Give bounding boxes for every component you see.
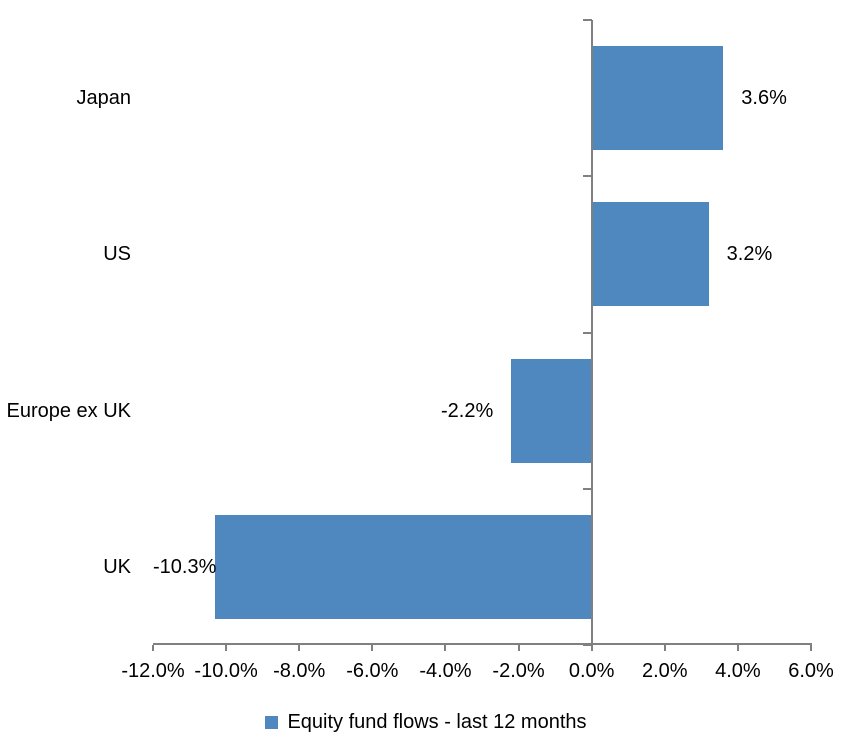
legend: Equity fund flows - last 12 months <box>0 708 852 736</box>
value-label-us: 3.2% <box>726 243 773 266</box>
x-axis-tick <box>663 645 666 651</box>
category-label-uk: UK <box>103 555 131 578</box>
value-label-europe-ex-uk: -2.2% <box>441 399 494 422</box>
category-label-us: US <box>103 243 131 266</box>
y-axis-tick <box>582 331 592 334</box>
bar-japan <box>591 46 724 151</box>
x-axis-tick-label: -4.0% <box>419 660 472 682</box>
x-axis-tick-label: -12.0% <box>121 660 185 682</box>
category-label-japan: Japan <box>76 87 132 110</box>
value-label-uk: -10.3% <box>153 555 217 578</box>
x-axis-tick <box>810 645 812 651</box>
y-axis-tick <box>582 644 592 646</box>
x-axis-tick <box>152 645 154 651</box>
x-axis-tick-label: -2.0% <box>492 660 545 682</box>
x-axis-tick <box>298 645 301 651</box>
x-axis-tick <box>225 645 228 651</box>
bar-us <box>591 202 709 307</box>
x-axis-tick-label: -8.0% <box>273 660 326 682</box>
category-label-europe-ex-uk: Europe ex UK <box>6 399 131 422</box>
x-axis-tick-label: 0.0% <box>568 660 615 682</box>
x-axis-tick-label: 4.0% <box>715 660 761 682</box>
x-axis-line <box>153 643 812 645</box>
x-axis-tick <box>590 645 593 651</box>
x-axis-tick <box>444 645 447 651</box>
x-axis-tick <box>517 645 520 651</box>
y-axis-tick <box>582 487 592 490</box>
legend-series-label: Equity fund flows - last 12 months <box>287 711 587 733</box>
x-axis-tick-label: -10.0% <box>194 660 258 682</box>
x-axis-tick-label: -6.0% <box>346 660 399 682</box>
y-axis-tick <box>582 175 592 178</box>
x-axis-tick-label: 2.0% <box>641 660 688 682</box>
y-axis-line <box>590 20 593 645</box>
y-axis-tick <box>582 19 592 21</box>
bar-uk <box>215 514 592 619</box>
value-label-japan: 3.6% <box>741 87 787 110</box>
x-axis-tick-label: 6.0% <box>788 660 834 682</box>
x-axis-tick <box>371 645 374 651</box>
x-axis-tick <box>736 645 739 651</box>
legend-series-marker-icon <box>265 715 279 729</box>
bar-europe-ex-uk <box>511 358 592 463</box>
